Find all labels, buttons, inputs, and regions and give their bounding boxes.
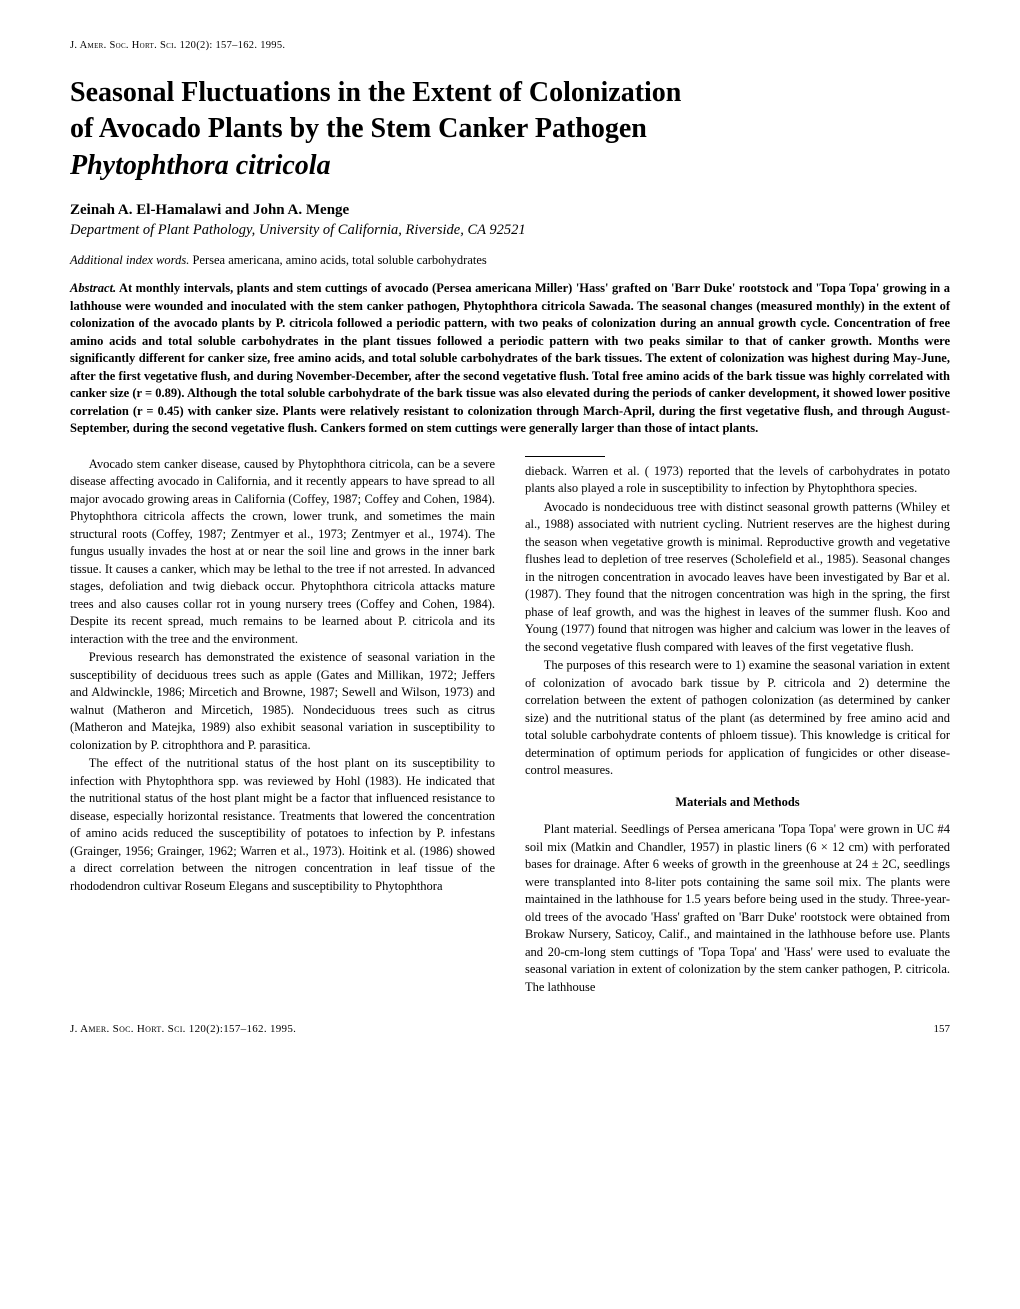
footnote-rule — [525, 456, 605, 457]
index-words-content: Persea americana, amino acids, total sol… — [189, 253, 486, 267]
index-words: Additional index words. Persea americana… — [70, 253, 950, 268]
title-line-3-species: Phytophthora citricola — [70, 150, 331, 181]
running-header: J. Amer. Soc. Hort. Sci. 120(2): 157–162… — [70, 40, 950, 51]
body-paragraph: Plant material. Seedlings of Persea amer… — [525, 821, 950, 996]
body-paragraph: Avocado stem canker disease, caused by P… — [70, 456, 495, 649]
section-heading-methods: Materials and Methods — [525, 794, 950, 812]
abstract-text: At monthly intervals, plants and stem cu… — [70, 281, 950, 435]
footer-citation: J. Amer. Soc. Hort. Sci. 120(2):157–162.… — [70, 1023, 296, 1035]
body-paragraph: Previous research has demonstrated the e… — [70, 649, 495, 754]
abstract: Abstract. At monthly intervals, plants a… — [70, 280, 950, 438]
body-paragraph: The purposes of this research were to 1)… — [525, 657, 950, 780]
body-paragraph: Avocado is nondeciduous tree with distin… — [525, 499, 950, 657]
title-line-1: Seasonal Fluctuations in the Extent of C… — [70, 77, 681, 108]
abstract-label: Abstract. — [70, 281, 116, 295]
page-footer: J. Amer. Soc. Hort. Sci. 120(2):157–162.… — [70, 1023, 950, 1035]
article-title: Seasonal Fluctuations in the Extent of C… — [70, 75, 950, 184]
index-words-label: Additional index words. — [70, 253, 189, 267]
page-number: 157 — [934, 1023, 951, 1035]
title-line-2: of Avocado Plants by the Stem Canker Pat… — [70, 113, 647, 144]
affiliation: Department of Plant Pathology, Universit… — [70, 222, 950, 239]
body-columns: Avocado stem canker disease, caused by P… — [70, 456, 950, 1002]
body-paragraph: dieback. Warren et al. ( 1973) reported … — [525, 463, 950, 498]
authors: Zeinah A. El-Hamalawi and John A. Menge — [70, 202, 950, 219]
body-paragraph: The effect of the nutritional status of … — [70, 755, 495, 895]
